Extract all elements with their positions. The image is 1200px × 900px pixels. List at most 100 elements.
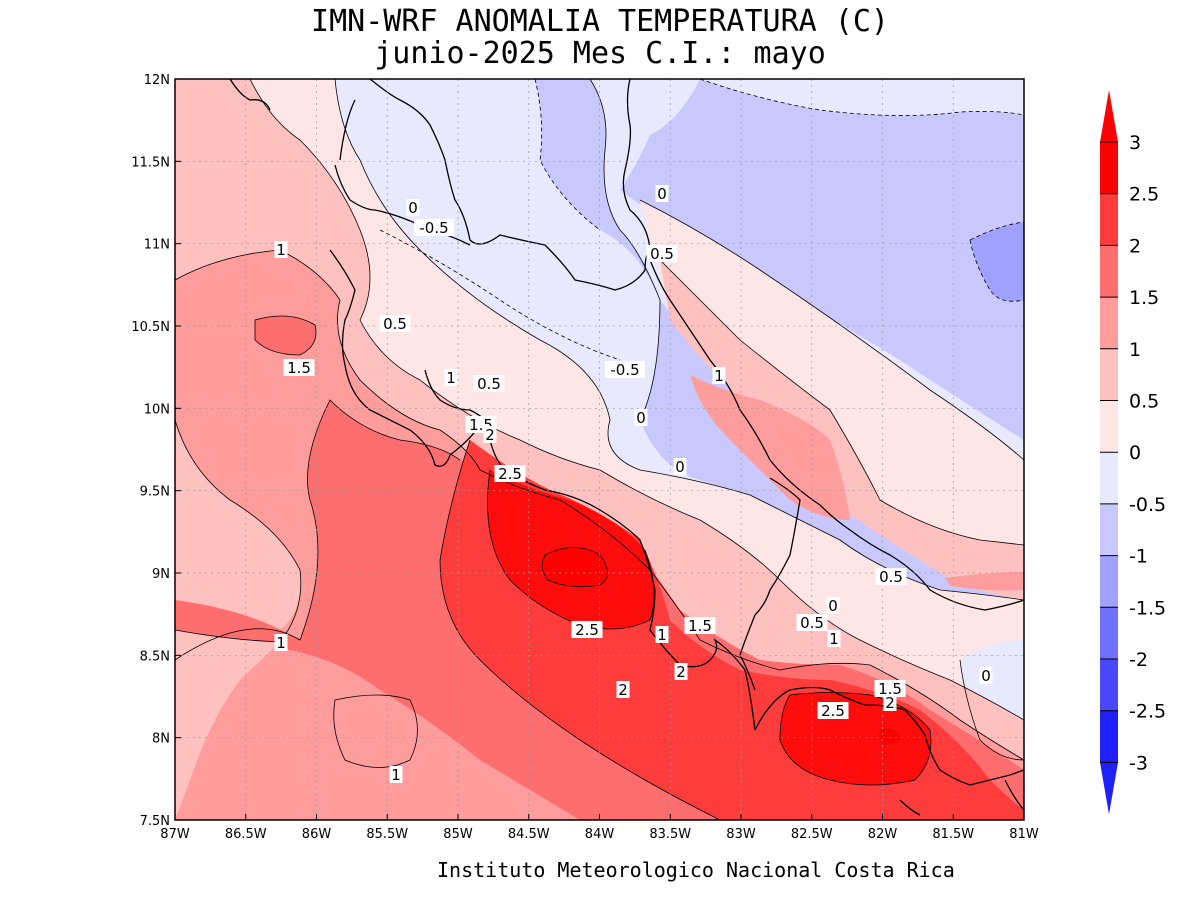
coastline-panama <box>754 686 1024 786</box>
colorbar-swatch <box>1100 503 1118 556</box>
contour-label-bg <box>674 663 688 680</box>
contour-neg-a <box>534 79 601 231</box>
contour-label-bg <box>389 766 403 783</box>
contour-label-bg <box>494 465 526 482</box>
contour-label: 2 <box>485 426 495 444</box>
contour-label: 1.5 <box>287 359 311 377</box>
x-tick-label: 81W <box>1009 827 1039 842</box>
colorbar-swatch <box>1100 142 1118 194</box>
contour-neg-b <box>699 79 1024 116</box>
contour-label-bg <box>684 617 716 634</box>
coastline-caribbean <box>649 259 1024 611</box>
colorbar-arrow-top <box>1100 90 1118 142</box>
contour-neg-d <box>379 229 621 361</box>
colorbar: 3 2.5 2 1.5 1 0.5 0 -0.5 -1 -1.5 -2 -2.5 -3 <box>1100 90 1166 815</box>
contour-label-bg <box>483 426 497 443</box>
colorbar-label: -0.5 <box>1129 494 1166 516</box>
colorbar-label: -1 <box>1129 546 1148 568</box>
contour-lines <box>175 79 1024 820</box>
contour-label: 0 <box>828 597 838 615</box>
contour-label: -0.5 <box>419 219 448 237</box>
colorbar-label: -3 <box>1129 752 1148 774</box>
y-tick-label: 10N <box>144 402 170 417</box>
contour-label-bg <box>673 458 687 475</box>
colorbar-label: 1.5 <box>1129 287 1159 309</box>
contour-25-b <box>779 692 932 786</box>
contour-05-line <box>249 79 1024 721</box>
map-subtitle: junio-2025 Mes C.I.: mayo <box>374 36 826 71</box>
x-tick-label: 83.5W <box>649 827 691 842</box>
contour-label-bg <box>406 199 420 216</box>
contour-label-bg <box>796 614 828 631</box>
contour-neg05-line <box>589 79 661 421</box>
contour-label: 0.5 <box>650 245 674 263</box>
fill-pos-3-a <box>542 547 608 587</box>
fill-pos-15-island <box>255 316 316 355</box>
contour-label: 0.5 <box>383 315 407 333</box>
contour-label: 1 <box>829 630 839 648</box>
x-tick-label: 84W <box>585 827 615 842</box>
contour-label-bg <box>414 219 454 236</box>
fill-pos-1-strip <box>945 572 1024 591</box>
contour-label-bg <box>712 367 726 384</box>
contour-label: 0.5 <box>800 614 824 632</box>
contour-label-bg <box>605 361 645 378</box>
contour-label: 0.5 <box>477 375 501 393</box>
fill-pos-3-b <box>878 728 900 745</box>
y-tick-label: 11.5N <box>131 155 170 170</box>
contour-1-west <box>175 419 302 643</box>
fill-pos-0b <box>640 200 1024 560</box>
contour-label-bg <box>655 185 669 202</box>
y-tick-label: 7.5N <box>140 814 170 829</box>
colorbar-swatch <box>1100 555 1118 608</box>
colorbar-label: 2.5 <box>1129 184 1159 206</box>
x-tick-label: 81.5W <box>932 827 974 842</box>
contour-05-east <box>659 259 1024 546</box>
contour-label: 2 <box>618 681 628 699</box>
coastline-islands <box>899 779 1024 816</box>
contour-3-a <box>541 547 608 588</box>
map-title: IMN-WRF ANOMALIA TEMPERATURA (C) <box>311 4 889 39</box>
x-tick-label: 85.5W <box>366 827 408 842</box>
y-tick-label: 8N <box>152 732 170 747</box>
contour-label-bg <box>827 630 841 647</box>
contour-label-bg <box>979 667 993 684</box>
anomaly-fill-layer <box>175 79 1024 820</box>
contour-label-bg <box>473 375 505 392</box>
fill-sw-1 <box>175 630 580 820</box>
coastline-pacific-cr <box>424 369 756 731</box>
contour-label-bg <box>444 369 458 386</box>
credit-text: Instituto Meteorologico Nacional Costa R… <box>437 858 955 882</box>
x-tick-label: 86.5W <box>225 827 267 842</box>
contour-label: 1 <box>391 766 401 784</box>
contour-neg-c <box>969 221 1024 302</box>
contour-label: 0 <box>657 185 667 203</box>
contour-label: 2 <box>676 663 686 681</box>
colorbar-label: 3 <box>1129 132 1141 154</box>
colorbar-swatch <box>1100 710 1118 763</box>
contour-label: 0 <box>408 199 418 217</box>
contour-1-south <box>333 694 418 768</box>
colorbar-label: -2 <box>1129 649 1148 671</box>
y-tick-label: 12N <box>144 73 170 88</box>
colorbar-swatch <box>1100 607 1118 659</box>
contour-15-line <box>175 399 461 661</box>
contour-label-bg <box>655 626 669 643</box>
negative-contours <box>379 79 1024 361</box>
colorbar-swatch <box>1100 348 1118 401</box>
x-tick-label: 84.5W <box>508 827 550 842</box>
contour-label: 2 <box>885 694 895 712</box>
fill-pos-half-b <box>660 260 1024 600</box>
contour-15-island <box>254 315 317 356</box>
colorbar-swatch <box>1100 245 1118 298</box>
coastline-layer <box>229 79 1024 816</box>
y-axis: 12N 11.5N 11N 10.5N 10N 9.5N 9N 8.5N 8N 7.5N <box>131 73 181 829</box>
y-tick-label: 8.5N <box>140 649 170 664</box>
contour-label-bg <box>283 359 315 376</box>
coastline-nicoya <box>329 249 481 467</box>
colorbar-swatch <box>1100 452 1118 504</box>
colorbar-swatch <box>1100 659 1118 711</box>
contour-label: 1 <box>276 241 286 259</box>
contour-label-bg <box>379 315 411 332</box>
